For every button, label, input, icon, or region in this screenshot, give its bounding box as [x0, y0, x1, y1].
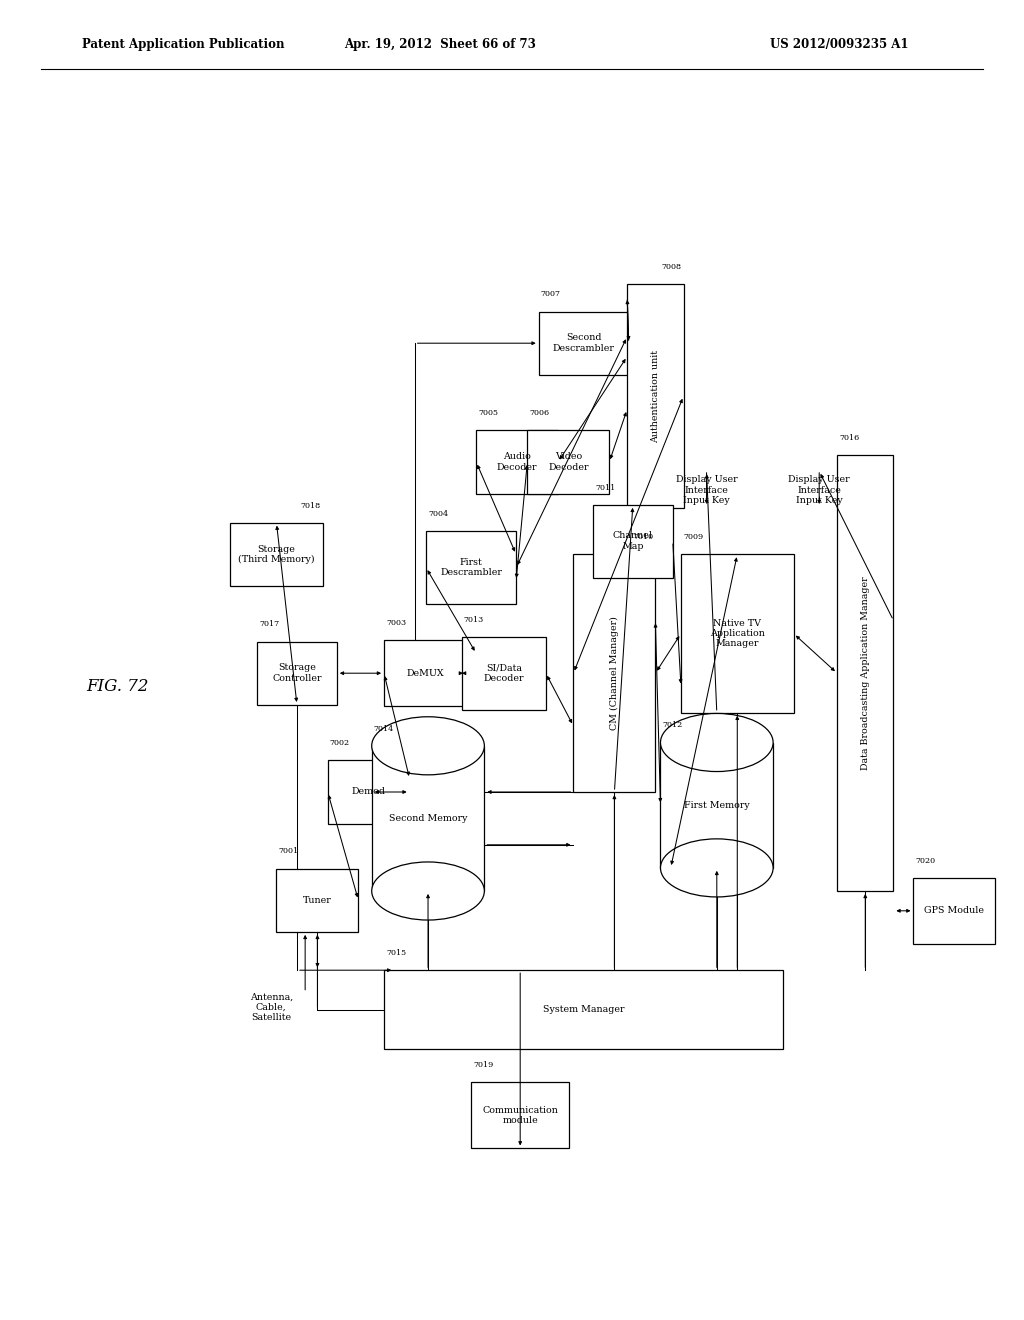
Bar: [257, 642, 337, 705]
Bar: [573, 554, 655, 792]
Text: Data Broadcasting Application Manager: Data Broadcasting Application Manager: [861, 577, 869, 770]
Text: Audio
Decoder: Audio Decoder: [497, 453, 538, 471]
Text: 7011: 7011: [595, 483, 615, 492]
Text: 7004: 7004: [428, 510, 449, 519]
Text: DeMUX: DeMUX: [407, 669, 443, 677]
Text: Communication
module: Communication module: [482, 1106, 558, 1125]
Bar: [627, 284, 684, 508]
Text: Channel
Map: Channel Map: [612, 532, 653, 550]
Text: 7017: 7017: [259, 620, 280, 628]
Bar: [660, 742, 773, 869]
Bar: [593, 504, 673, 578]
Text: 7013: 7013: [464, 615, 484, 624]
Text: Second
Descrambler: Second Descrambler: [553, 334, 614, 352]
Text: 7019: 7019: [473, 1061, 494, 1069]
Ellipse shape: [660, 840, 773, 898]
Bar: [328, 760, 410, 824]
Bar: [913, 878, 995, 944]
Bar: [471, 1082, 569, 1148]
Text: CM (Channel Manager): CM (Channel Manager): [610, 616, 618, 730]
Text: Patent Application Publication: Patent Application Publication: [82, 38, 285, 51]
Bar: [462, 636, 546, 710]
Text: Authentication unit: Authentication unit: [651, 350, 659, 442]
Bar: [384, 640, 466, 706]
Text: System Manager: System Manager: [543, 1006, 625, 1014]
Text: 7018: 7018: [300, 502, 321, 510]
Text: 7009: 7009: [683, 533, 703, 541]
Bar: [426, 531, 516, 605]
Text: GPS Module: GPS Module: [925, 907, 984, 915]
Bar: [476, 430, 558, 494]
Text: Display User
Interface
Input Key: Display User Interface Input Key: [788, 475, 850, 506]
Text: Video
Decoder: Video Decoder: [548, 453, 589, 471]
Text: SI/Data
Decoder: SI/Data Decoder: [483, 664, 524, 682]
Ellipse shape: [372, 862, 484, 920]
Text: FIG. 72: FIG. 72: [86, 678, 150, 694]
Bar: [384, 970, 783, 1049]
Text: US 2012/0093235 A1: US 2012/0093235 A1: [770, 38, 909, 51]
Bar: [838, 455, 893, 891]
Text: Second Memory: Second Memory: [389, 814, 467, 822]
Text: First Memory: First Memory: [684, 801, 750, 809]
Ellipse shape: [372, 717, 484, 775]
Text: Demod: Demod: [351, 788, 386, 796]
Text: Tuner: Tuner: [303, 896, 332, 904]
Text: 7003: 7003: [386, 619, 407, 627]
Text: Storage
Controller: Storage Controller: [272, 664, 322, 682]
Text: 7001: 7001: [279, 847, 299, 855]
Text: First
Descrambler: First Descrambler: [440, 558, 502, 577]
Text: 7005: 7005: [478, 409, 499, 417]
Bar: [276, 869, 358, 932]
Text: 7007: 7007: [541, 290, 561, 298]
Bar: [681, 554, 794, 713]
Text: 7006: 7006: [529, 409, 550, 417]
Text: Display User
Interface
Input Key: Display User Interface Input Key: [676, 475, 737, 506]
Text: Native TV
Application
Manager: Native TV Application Manager: [710, 619, 765, 648]
Bar: [527, 430, 609, 494]
Text: Apr. 19, 2012  Sheet 66 of 73: Apr. 19, 2012 Sheet 66 of 73: [344, 38, 537, 51]
Text: 7012: 7012: [663, 721, 683, 729]
Text: Antenna,
Cable,
Satellite: Antenna, Cable, Satellite: [250, 993, 293, 1023]
Ellipse shape: [660, 713, 773, 771]
Text: 7016: 7016: [840, 434, 859, 442]
Text: 7020: 7020: [915, 857, 936, 865]
Text: 7010: 7010: [633, 533, 653, 541]
Text: 7014: 7014: [374, 725, 394, 733]
Bar: [372, 746, 484, 891]
Bar: [230, 523, 323, 586]
Bar: [539, 312, 629, 375]
Text: 7002: 7002: [330, 739, 350, 747]
Text: 7008: 7008: [662, 263, 682, 271]
Text: Storage
(Third Memory): Storage (Third Memory): [239, 545, 314, 564]
Text: 7015: 7015: [386, 949, 407, 957]
